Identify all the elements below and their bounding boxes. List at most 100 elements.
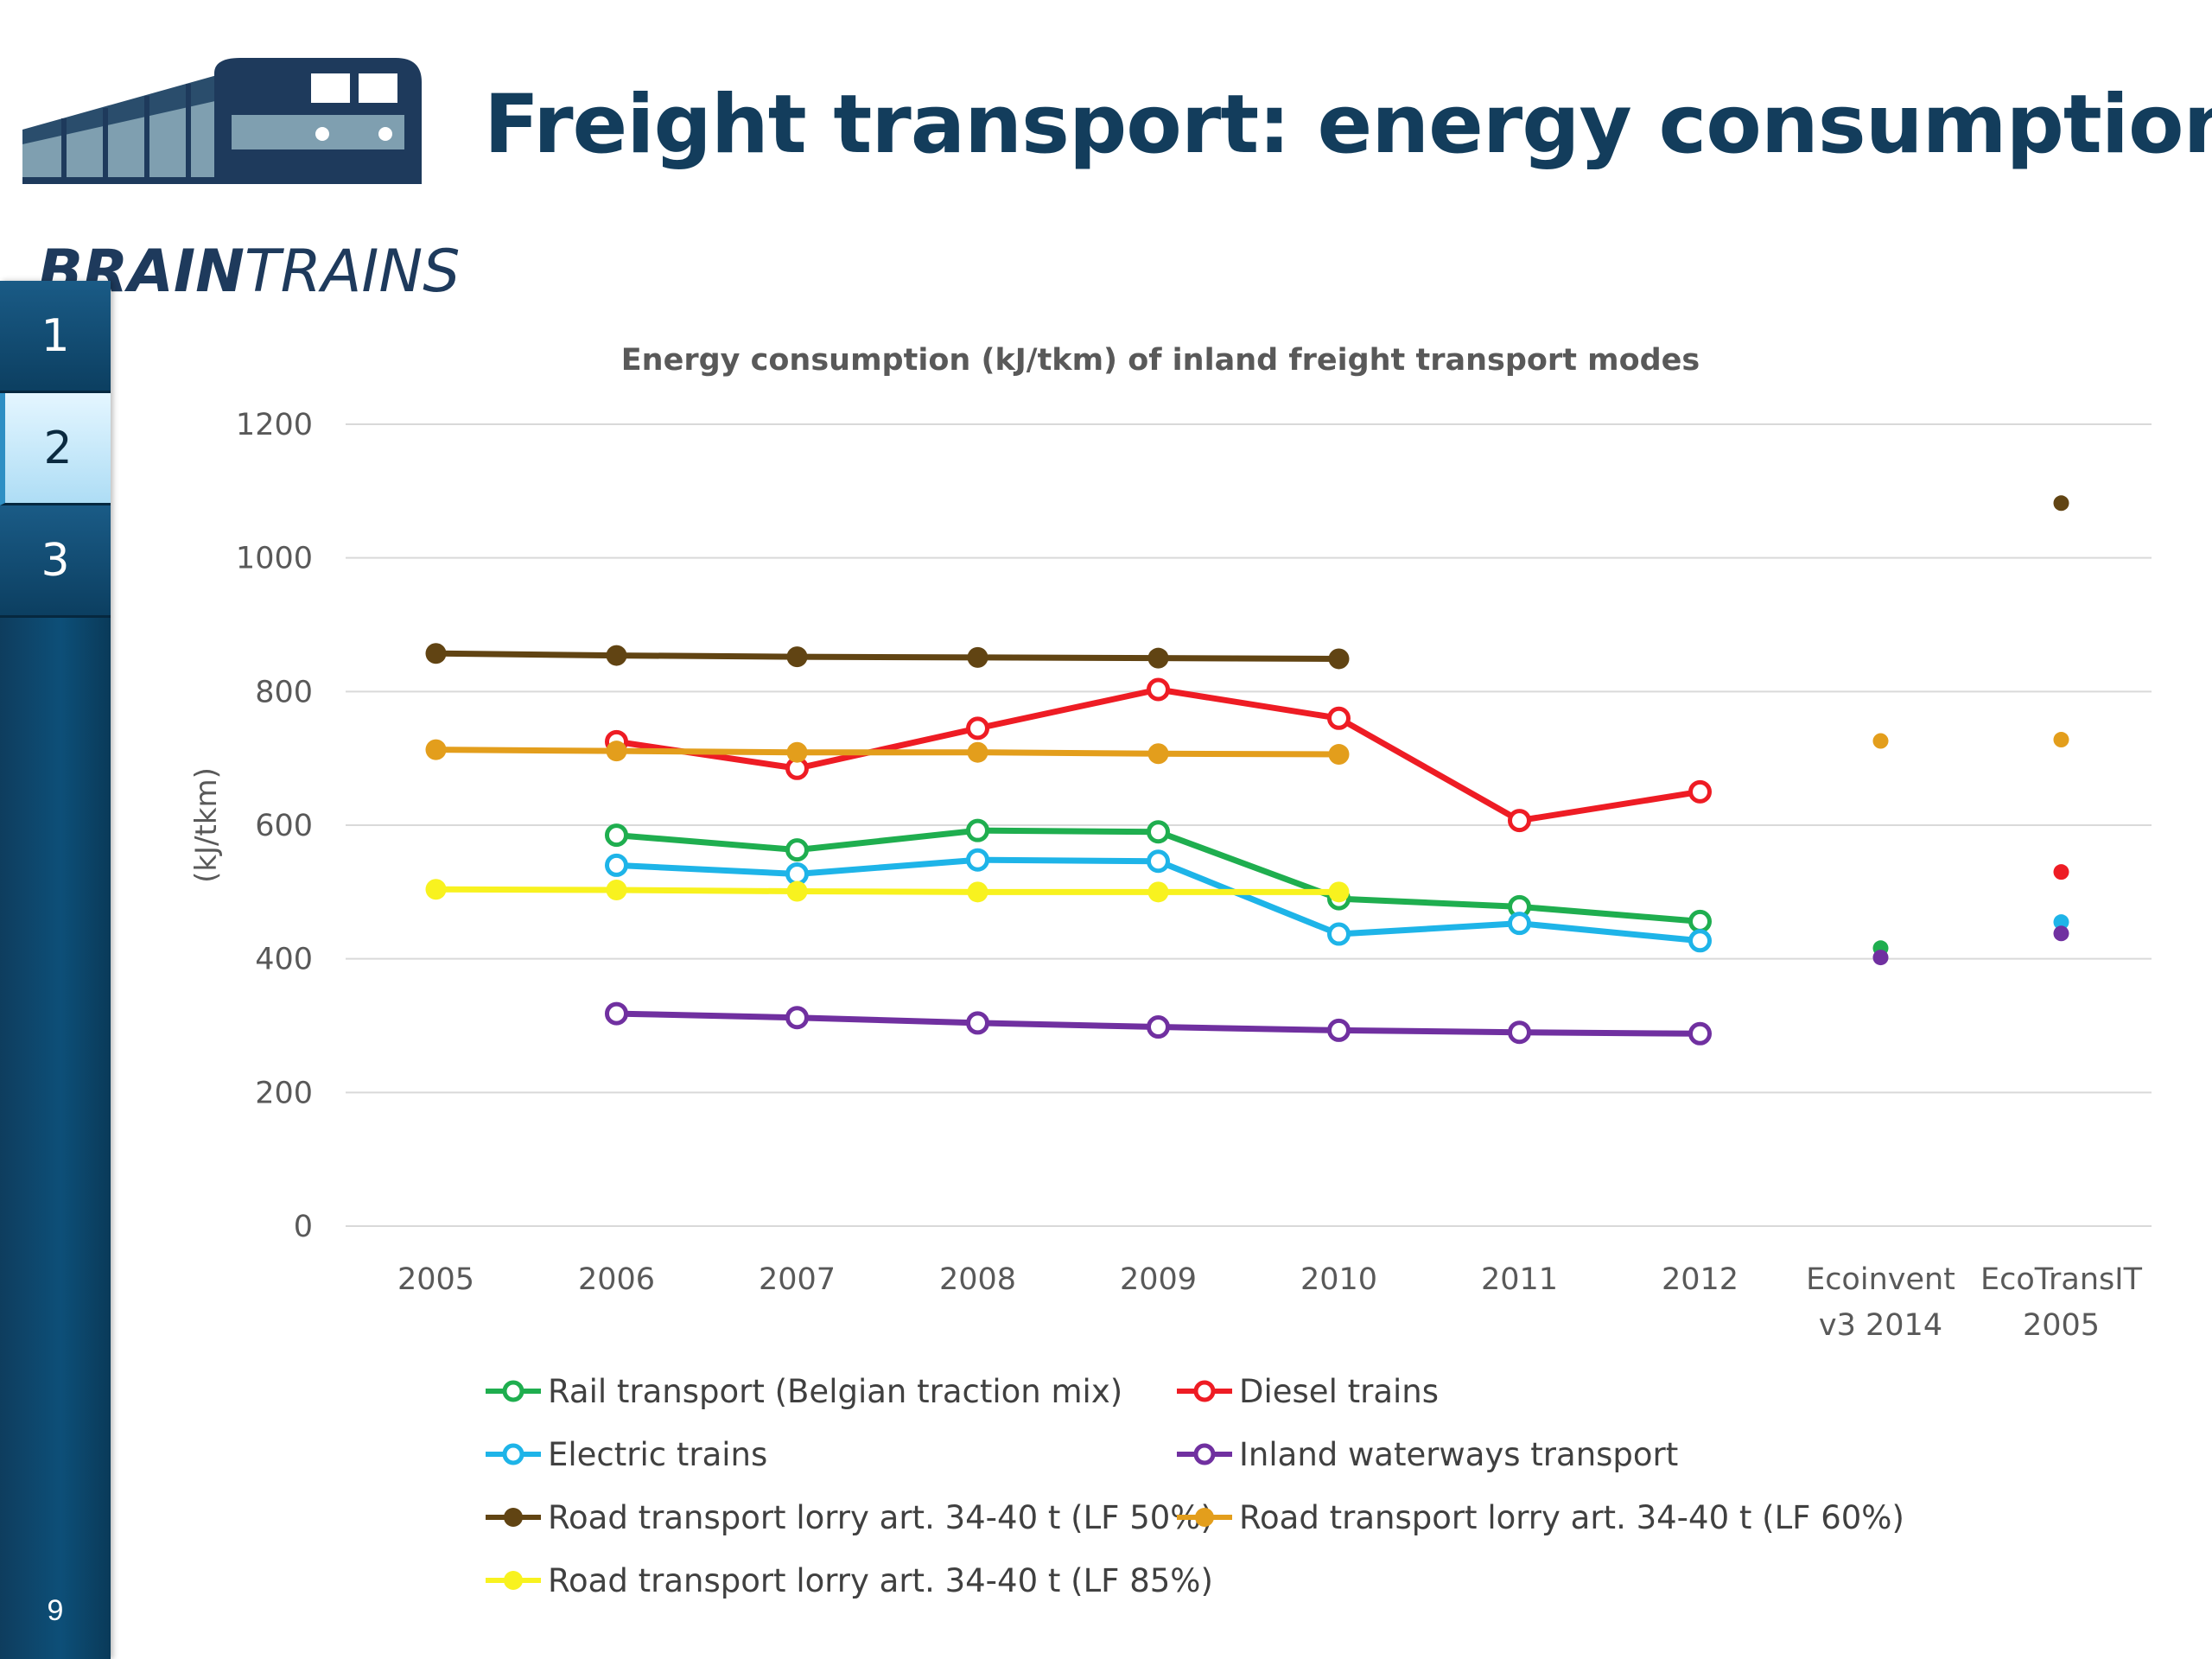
legend-marker: [504, 1508, 523, 1527]
legend-label: Road transport lorry art. 34-40 t (LF 85…: [548, 1562, 1213, 1599]
data-point: [2053, 914, 2069, 931]
data-point: [967, 741, 988, 763]
series-line: [435, 650, 1339, 662]
data-point: [425, 643, 447, 664]
data-point: [1147, 647, 1169, 669]
data-point: [786, 880, 808, 902]
gridlines: [346, 423, 2152, 1227]
data-point: [1147, 743, 1169, 765]
legend-item-3: Inland waterways transport: [1177, 1436, 1678, 1473]
legend-item-4: Road transport lorry art. 34-40 t (LF 50…: [486, 1499, 1213, 1536]
data-point: [786, 646, 808, 668]
series-1: [605, 677, 2069, 880]
legend-label: Inland waterways transport: [1239, 1436, 1678, 1473]
x-tick-label: 2011: [1481, 1262, 1558, 1297]
data-point: [1508, 1020, 1531, 1045]
y-tick-800: 800: [255, 675, 313, 709]
x-tick-label: 2006: [578, 1262, 655, 1297]
series-6: [425, 879, 1350, 903]
legend-label: Diesel trains: [1239, 1373, 1439, 1410]
x-tick-label: EcoTransIT: [1980, 1262, 2143, 1297]
data-point: [1328, 648, 1350, 670]
data-point: [1508, 809, 1531, 833]
x-tick-label: v3 2014: [1819, 1308, 1942, 1343]
legend-label: Rail transport (Belgian traction mix): [548, 1373, 1122, 1410]
x-tick-label: 2010: [1300, 1262, 1377, 1297]
data-point: [785, 1006, 809, 1030]
y-tick-600: 600: [255, 809, 313, 843]
data-point: [1328, 881, 1350, 903]
chart-title: Energy consumption (kJ/tkm) of inland fr…: [621, 343, 1700, 378]
legend-item-6: Road transport lorry art. 34-40 t (LF 85…: [486, 1562, 1213, 1599]
series-4: [425, 495, 2069, 670]
y-tick-1200: 1200: [236, 408, 313, 442]
series-line: [435, 747, 1339, 758]
x-tick-label: 2005: [397, 1262, 474, 1297]
data-point: [2053, 495, 2069, 512]
data-point: [605, 823, 628, 848]
y-tick-labels: 0 200 400 600 800 1000 1200: [236, 408, 313, 1244]
data-point: [966, 818, 989, 842]
side-navigation: 1 2 3 9: [0, 281, 111, 1659]
legend-marker: [502, 1380, 524, 1402]
data-point: [425, 879, 447, 900]
legend: Rail transport (Belgian traction mix) Die…: [486, 1373, 1904, 1599]
legend-item-5: Road transport lorry art. 34-40 t (LF 60…: [1177, 1499, 1904, 1536]
data-point: [1872, 950, 1889, 966]
data-point: [1328, 744, 1350, 766]
legend-item-2: Electric trains: [486, 1436, 767, 1473]
x-tick-label: 2012: [1662, 1262, 1738, 1297]
legend-item-0: Rail transport (Belgian traction mix): [486, 1373, 1122, 1410]
data-point: [966, 848, 989, 872]
data-point: [606, 741, 627, 762]
x-tick-label: 2008: [939, 1262, 1016, 1297]
data-point: [1327, 706, 1351, 730]
nav-tab-3[interactable]: 3: [0, 505, 111, 618]
data-point: [1147, 677, 1170, 702]
data-point: [966, 1011, 989, 1035]
data-point: [1147, 849, 1170, 874]
data-point: [1147, 1015, 1170, 1039]
data-point: [1688, 1021, 1712, 1046]
data-point: [967, 646, 988, 668]
data-point: [1327, 1018, 1351, 1042]
x-tick-label: 2007: [759, 1262, 836, 1297]
data-point: [606, 880, 627, 901]
data-point: [1327, 922, 1351, 946]
y-tick-400: 400: [255, 943, 313, 977]
page-number: 9: [47, 1594, 64, 1627]
legend-marker: [1193, 1380, 1216, 1402]
series-line: [435, 886, 1339, 895]
data-point: [1688, 929, 1712, 953]
data-point: [605, 1001, 628, 1026]
nav-tab-1[interactable]: 1: [0, 281, 111, 393]
y-tick-1000: 1000: [236, 542, 313, 576]
legend-marker: [504, 1571, 523, 1590]
data-point: [1872, 733, 1889, 749]
x-tick-labels: 2005 2006 2007 2008 2009 2010 2011 2012 Ecoinven…: [397, 1262, 2143, 1343]
data-point: [1688, 909, 1712, 933]
series-2: [605, 848, 2069, 953]
train-logo-icon: [22, 58, 422, 184]
legend-marker: [1195, 1508, 1214, 1527]
x-tick-label: 2009: [1120, 1262, 1197, 1297]
x-tick-label: Ecoinvent: [1806, 1262, 1955, 1297]
data-point: [2053, 864, 2069, 880]
series-5: [425, 732, 2069, 766]
y-axis-label: (kJ/tkm): [189, 767, 224, 883]
legend-label: Road transport lorry art. 34-40 t (LF 50…: [548, 1499, 1213, 1536]
data-point: [2053, 732, 2069, 748]
data-point: [785, 861, 809, 886]
nav-tab-2[interactable]: 2: [0, 393, 111, 505]
legend-marker: [1193, 1443, 1216, 1465]
data-point: [606, 645, 627, 666]
data-point: [1147, 881, 1169, 903]
series-3: [605, 925, 2069, 1046]
data-point: [1688, 779, 1712, 804]
data-point: [2053, 925, 2069, 942]
legend-label: Electric trains: [548, 1436, 767, 1473]
data-point: [785, 838, 809, 862]
data-point: [1508, 912, 1531, 936]
data-point: [1147, 820, 1170, 844]
